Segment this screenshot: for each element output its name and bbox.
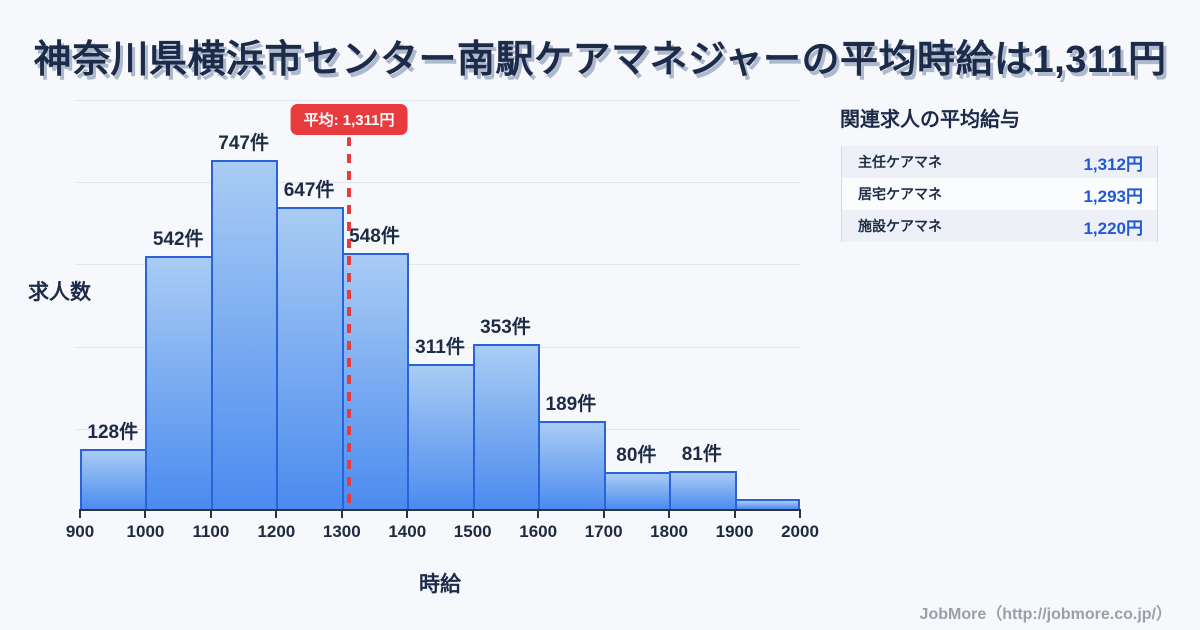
related-job-row: 居宅ケアマネ 1,293円: [842, 178, 1157, 210]
y-axis-label: 求人数: [28, 281, 91, 304]
related-job-wage: 1,293円: [1083, 186, 1143, 206]
x-tick-label: 1400: [388, 522, 427, 541]
x-tick-label: 900: [65, 522, 95, 541]
histogram-bar: [407, 364, 475, 509]
related-job-wage: 1,220円: [1083, 218, 1143, 238]
histogram-bar: [734, 499, 800, 509]
histogram-bar: [472, 344, 541, 509]
histogram-bar: [276, 207, 344, 509]
histogram-bar: [669, 471, 737, 509]
x-tick-mark: [471, 509, 474, 518]
x-tick-label: 1600: [519, 522, 558, 541]
x-tick-mark: [602, 509, 605, 518]
gridline: [76, 182, 800, 184]
related-job-label: 居宅ケアマネ: [858, 186, 942, 202]
x-tick-mark: [275, 509, 278, 518]
x-tick-label: 1800: [650, 522, 688, 541]
histogram-bar: [145, 256, 213, 509]
bar-value-label: 128件: [87, 422, 139, 443]
wage-histogram: 128件 542件 747件 647件 548件 311件 353件 189件 80件 81件 90…: [66, 100, 819, 541]
bar-value-label: 311件: [415, 337, 465, 358]
page-title: 神奈川県横浜市センター南駅ケアマネジャーの平均時給は1,311円: [33, 39, 1167, 81]
bar-value-label: 647件: [283, 180, 335, 201]
related-job-label: 施設ケアマネ: [858, 218, 942, 234]
gridline: [76, 346, 800, 348]
x-tick-label: 1000: [126, 522, 165, 541]
bar-value-label: 189件: [545, 394, 597, 415]
site-credit: JobMore（http://jobmore.co.jp/）: [919, 606, 1172, 623]
bar-value-label: 353件: [480, 317, 531, 338]
bar-value-label: 542件: [152, 229, 204, 250]
related-job-row: 施設ケアマネ 1,220円: [842, 210, 1157, 242]
gridline: [76, 100, 800, 101]
x-tick-label: 1100: [192, 522, 230, 541]
histogram-bar: [538, 421, 606, 509]
histogram-bar: [603, 472, 672, 509]
x-tick-label: 1300: [322, 522, 361, 541]
x-tick-label: 1700: [584, 522, 623, 541]
x-axis-label: 時給: [419, 573, 461, 596]
x-tick-mark: [668, 509, 671, 518]
x-tick-mark: [799, 509, 801, 518]
bar-value-label: 747件: [218, 133, 269, 154]
related-job-wage: 1,312円: [1083, 154, 1143, 174]
related-job-row: 主任ケアマネ 1,312円: [842, 146, 1157, 178]
x-tick-mark: [733, 509, 736, 518]
x-tick-mark: [340, 509, 343, 518]
histogram-bar: [80, 449, 148, 509]
x-tick-mark: [537, 509, 540, 518]
x-tick-label: 1900: [715, 522, 754, 541]
average-line: [347, 137, 352, 511]
x-tick-label: 1500: [453, 522, 492, 541]
x-tick-label: 1200: [257, 522, 296, 541]
x-tick-label: 2000: [781, 522, 819, 541]
histogram-bar: [210, 160, 279, 509]
x-tick-mark: [79, 509, 81, 518]
bar-value-label: 548件: [349, 226, 400, 247]
related-jobs-title: 関連求人の平均給与: [840, 109, 1020, 131]
related-job-label: 主任ケアマネ: [858, 154, 942, 170]
x-tick-mark: [209, 509, 212, 518]
gridline: [76, 264, 800, 266]
average-badge: 平均: 1,311円: [290, 104, 408, 135]
x-tick-mark: [406, 509, 409, 518]
related-jobs-table: 主任ケアマネ 1,312円居宅ケアマネ 1,293円施設ケアマネ 1,220円: [841, 146, 1158, 242]
histogram-bar: [341, 253, 410, 509]
bar-value-label: 80件: [616, 445, 657, 466]
bar-value-label: 81件: [681, 444, 722, 465]
x-tick-mark: [144, 509, 147, 518]
